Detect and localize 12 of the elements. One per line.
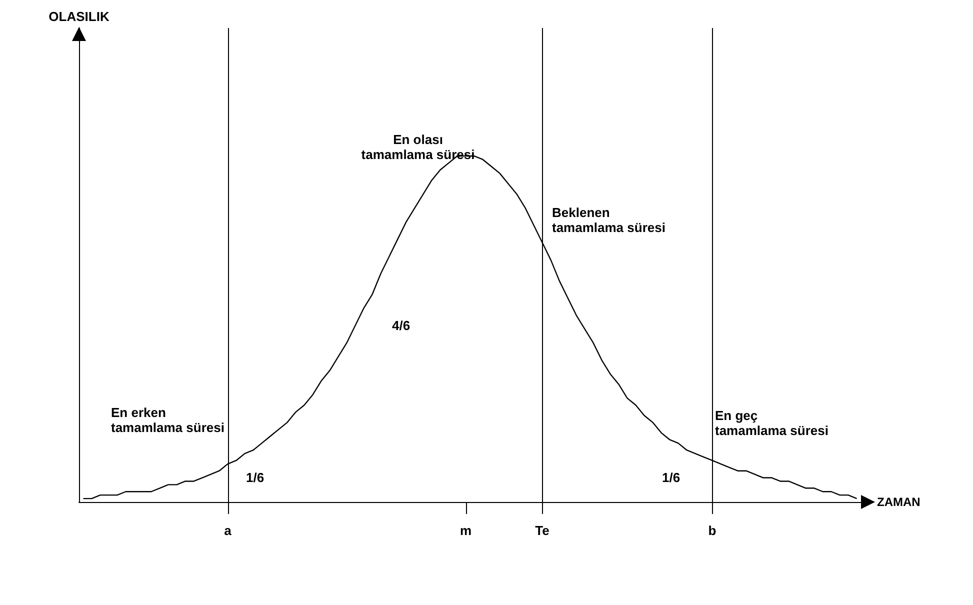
x-tick-label: a — [224, 523, 232, 538]
x-axis-title: ZAMAN — [877, 495, 920, 509]
annotation: Beklenen tamamlama süresi — [552, 205, 666, 235]
text: OLASILIK — [48, 9, 110, 24]
x-tick-label: Te — [535, 523, 550, 538]
annotation: En erken tamamlama süresi — [111, 405, 224, 435]
annotation: 1/6 — [662, 470, 680, 485]
x-tick-label: m — [460, 523, 472, 538]
annotation: 4/6 — [392, 318, 410, 333]
annotation: En geç tamamlama süresi — [715, 408, 828, 438]
annotation: 1/6 — [246, 470, 264, 485]
x-tick-label: b — [708, 523, 716, 538]
